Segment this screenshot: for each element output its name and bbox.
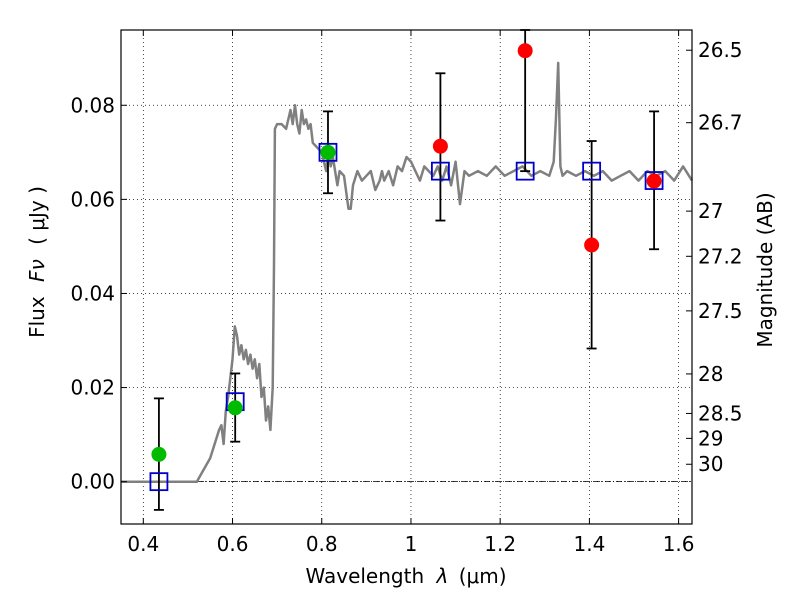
x-tick-label: 0.6 [217, 532, 249, 556]
x-tick-label: 1.4 [573, 532, 605, 556]
y2-tick-label: 30 [698, 452, 723, 476]
grid [121, 30, 692, 524]
observed-point-marker [227, 400, 243, 416]
model-square-marker [582, 161, 602, 181]
y2-tick-label: 26.7 [698, 111, 743, 135]
y-tick-label: 0.00 [70, 470, 115, 494]
model-square-marker [149, 472, 169, 492]
y2-tick-label: 26.5 [698, 38, 743, 62]
x-tick-label: 0.8 [306, 532, 338, 556]
y-tick-label: 0.08 [70, 93, 115, 117]
model-square-marker [318, 142, 338, 162]
y-axis-label: Flux Fν ( μJy ) [25, 186, 49, 338]
y-axis-label-prefix: Flux [25, 296, 49, 338]
plot-area [121, 29, 694, 511]
observed-point-marker [646, 173, 662, 189]
observed-point-marker [432, 138, 448, 154]
x-tick-label: 1 [405, 532, 418, 556]
y-axis-label-unit: ( μJy ) [25, 186, 49, 245]
ticks: 0.4 0.6 0.8 1 1.2 1.4 1.6 0.00 0.02 0.04 0.06 0.08 2… [70, 30, 743, 556]
y2-tick-label: 28 [698, 362, 723, 386]
model-square-marker [431, 161, 450, 181]
x-axis-label-unit: (μm) [459, 564, 507, 588]
y-tick-label: 0.02 [70, 376, 115, 400]
observed-point-marker [584, 237, 600, 253]
spectrum-line [121, 61, 694, 483]
model-square-marker [644, 171, 664, 190]
y2-tick-label: 27 [698, 199, 723, 223]
x-axis-label-prefix: Wavelength [305, 564, 424, 588]
y-axis-label-symbol: Fν [25, 259, 49, 282]
y2-tick-label: 29 [698, 426, 723, 450]
observed-point-marker [151, 446, 167, 462]
y2-tick-label: 27.2 [698, 244, 743, 268]
observed-point-marker [517, 43, 533, 59]
y2-tick-label: 27.5 [698, 299, 743, 323]
plot-frame [120, 29, 693, 525]
x-axis-label-symbol: λ [436, 564, 449, 588]
y2-tick-label: 28.5 [698, 401, 743, 425]
x-tick-label: 0.4 [127, 532, 159, 556]
x-tick-label: 1.6 [663, 532, 695, 556]
model-square-marker [515, 161, 535, 181]
x-tick-label: 1.2 [484, 532, 516, 556]
x-axis-label: Wavelength λ (μm) [305, 564, 506, 588]
y2-axis-label: Magnitude (AB) [753, 192, 777, 347]
y-tick-label: 0.04 [70, 281, 115, 305]
observed-point-marker [320, 144, 336, 160]
y-tick-label: 0.06 [70, 187, 115, 211]
